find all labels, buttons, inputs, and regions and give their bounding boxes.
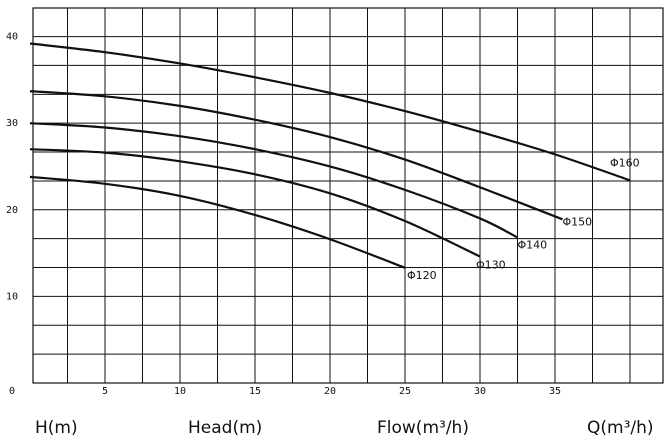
pump-curve (29, 42, 631, 182)
footer-label: Head(m) (188, 418, 262, 438)
footer-label: H(m) (35, 418, 78, 438)
curve-label: Φ120 (407, 269, 437, 282)
x-tick-label: 25 (399, 386, 411, 397)
pump-curve (29, 148, 481, 258)
curve-label: Φ160 (610, 156, 640, 169)
x-tick-label: 5 (102, 386, 108, 397)
curve-label: Φ130 (476, 259, 506, 272)
y-tick-label: 30 (6, 118, 18, 129)
footer-label: Flow(m³/h) (377, 418, 469, 438)
plot-frame (32, 7, 664, 384)
pump-curve (29, 175, 406, 269)
y-tick-label: 20 (6, 205, 18, 216)
x-tick-label: 35 (549, 386, 561, 397)
x-tick-label: 0 (9, 386, 15, 397)
curve-label: Φ140 (518, 239, 548, 252)
x-tick-label: 20 (324, 386, 336, 397)
x-tick-label: 10 (174, 386, 186, 397)
pump-curve (29, 90, 563, 221)
x-tick-label: 30 (474, 386, 486, 397)
y-tick-label: 40 (6, 32, 18, 43)
curve-label: Φ150 (563, 215, 593, 228)
y-tick-label: 10 (6, 291, 18, 302)
x-tick-label: 15 (249, 386, 261, 397)
pump-curve (29, 122, 518, 239)
footer-label: Q(m³/h) (587, 418, 654, 438)
